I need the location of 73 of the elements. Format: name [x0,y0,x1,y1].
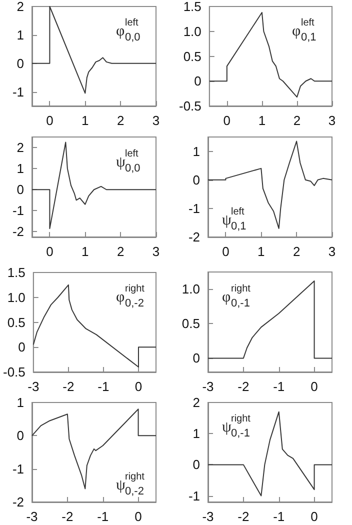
y-tick-label: 1.0 [183,24,202,39]
y-tick-label: -2 [12,494,24,510]
x-tick-label: 3 [328,113,336,128]
y-tick-label: -1 [188,488,200,504]
x-tick-label: 0 [134,379,142,394]
x-tick-label: -3 [26,509,38,524]
x-tick-label: -1 [273,509,285,524]
y-tick-label: 0.5 [183,48,202,64]
x-tick-label: 3 [328,244,336,259]
y-tick-label: 1.0 [182,282,200,297]
y-tick-label: 0 [16,428,24,444]
y-tick-label: 1 [16,27,24,42]
y-tick-label: 1 [16,161,24,176]
line-series [32,6,156,94]
x-tick-label: -2 [62,379,74,394]
y-tick-label: 0 [192,172,200,188]
x-tick-label: 0 [46,113,54,128]
x-tick-label: 0 [46,244,54,259]
y-tick-label: -1 [12,84,24,100]
y-tick-label: -2 [12,224,24,240]
y-tick-label: -1 [188,200,200,216]
x-tick-label: -3 [202,379,214,394]
y-tick-label: 1.5 [7,265,26,280]
x-tick-label: 2 [293,113,301,128]
x-tick-label: 2 [116,244,124,259]
y-tick-label: 0 [192,350,200,366]
x-tick-label: 2 [116,113,124,128]
y-tick-label: 1 [192,144,200,159]
x-tick-label: -2 [62,509,74,524]
y-tick-label: 1.5 [183,0,202,14]
line-series [208,280,332,359]
line-series [32,284,156,368]
x-tick-label: 3 [152,244,160,259]
x-tick-label: -1 [97,509,109,524]
y-tick-label: 0 [192,457,200,472]
y-tick-label: 0 [16,182,24,198]
x-tick-label: -2 [238,509,250,524]
y-tick-label: 1 [16,395,24,410]
y-tick-label: 2 [16,140,24,156]
y-tick-label: -0.5 [178,98,202,114]
x-tick-label: 1 [82,244,89,259]
line-series [32,142,156,230]
line-series [208,411,332,496]
x-tick-label: -3 [202,509,214,524]
y-tick-label: -2 [188,230,200,244]
y-tick-label: -1 [12,461,24,476]
y-tick-label: 0.5 [182,316,200,332]
x-tick-label: 0 [310,379,318,394]
x-tick-label: -2 [238,379,250,394]
y-tick-label: 0 [194,74,202,89]
x-tick-label: 2 [292,244,300,259]
y-tick-label: 0 [16,56,24,71]
y-tick-label: 2 [16,0,24,14]
x-tick-label: 0 [134,509,142,524]
x-tick-label: 3 [152,113,160,128]
x-tick-label: 0 [310,509,318,524]
x-tick-label: -1 [98,379,110,394]
x-tick-label: 1 [258,113,266,128]
x-tick-label: 0 [223,113,231,128]
x-tick-label: -1 [273,379,285,394]
line-series [208,12,332,98]
y-tick-label: 1.0 [7,290,26,305]
x-tick-label: 1 [258,244,265,259]
y-tick-label: 1 [192,426,200,442]
x-tick-label: 1 [82,113,89,128]
y-tick-label: -0.5 [2,364,26,380]
x-tick-label: -3 [28,379,40,394]
x-tick-label: 0 [222,244,230,259]
y-tick-label: 0.5 [7,314,26,330]
line-series [208,140,332,229]
y-tick-label: 2 [192,395,200,410]
y-tick-label: 0 [18,340,26,355]
y-tick-label: -1 [12,203,24,218]
